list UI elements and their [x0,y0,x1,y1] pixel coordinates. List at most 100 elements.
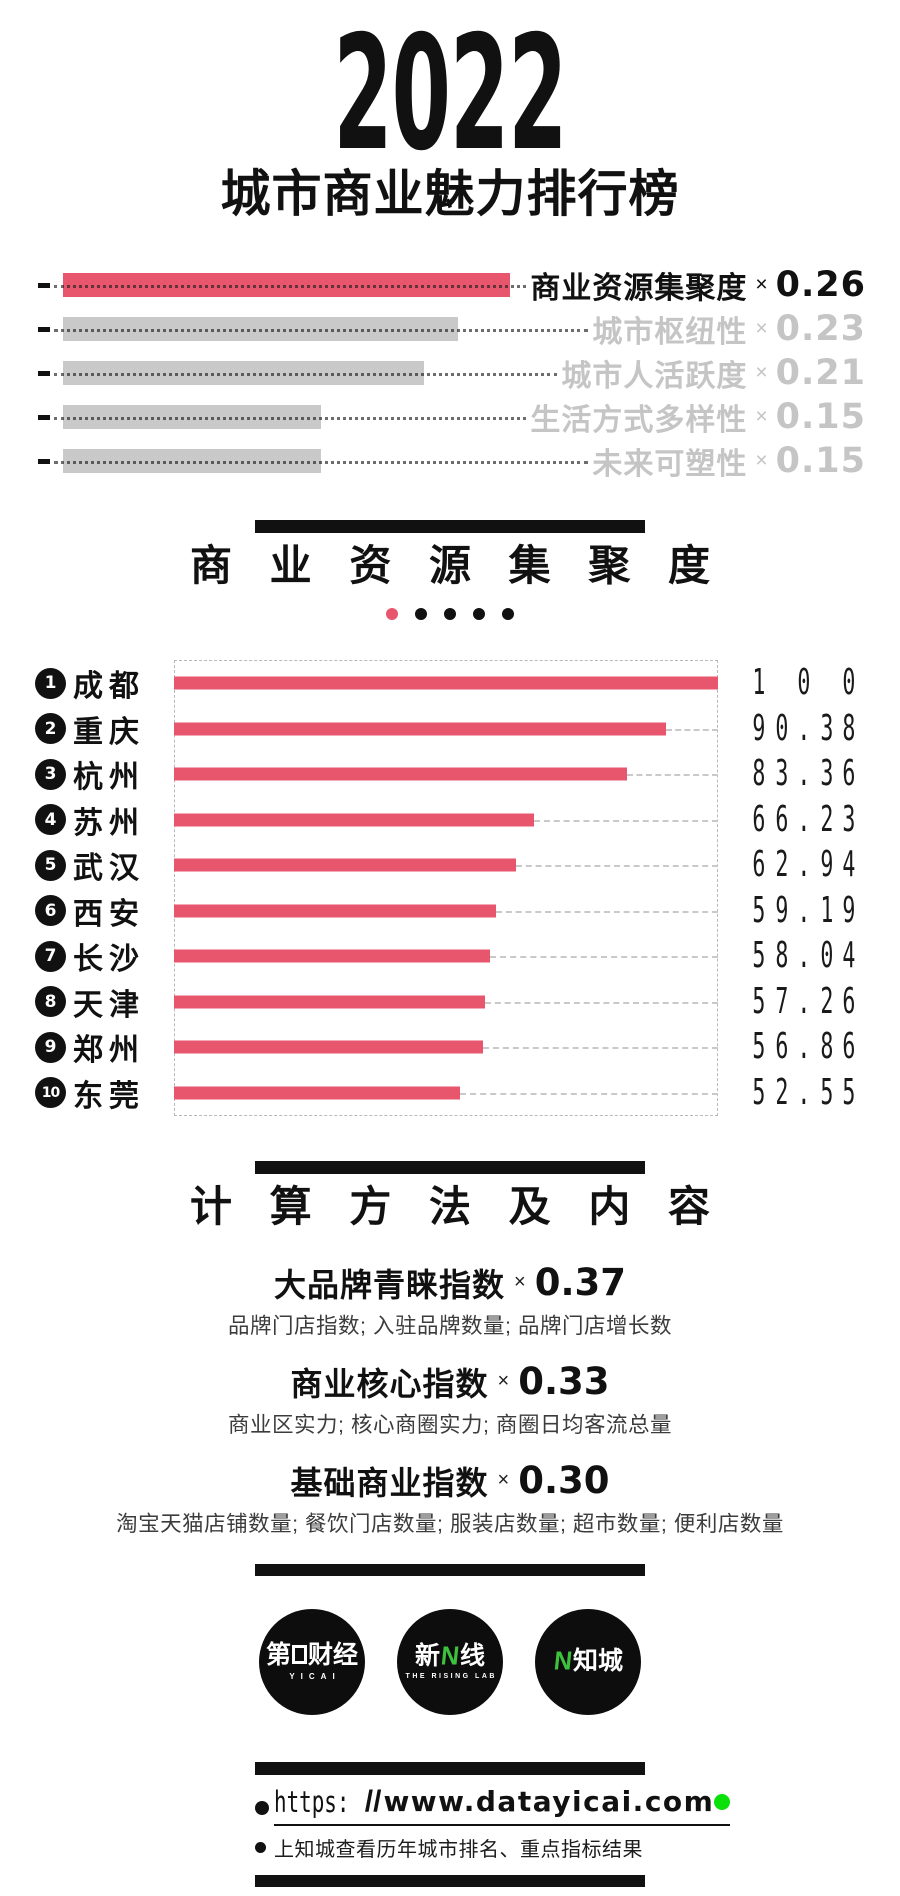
weight-value: 0.23 [775,309,866,349]
url-scheme: https: [274,1784,350,1819]
leader-dashes [534,819,718,822]
score-digit: 5 [842,1071,856,1113]
rank-badge: 10 [35,1077,66,1109]
footer-note-text: 上知城查看历年城市排名、重点指标结果 [274,1838,643,1861]
rank-badge: 6 [35,895,66,927]
rank-row: 4 苏州 6 6. 2 3 [0,797,900,843]
multiply-sign: × [497,1469,510,1492]
leader-dashes [665,728,718,731]
score-digit: . [797,935,811,977]
weight-name: 生活方式多样性 [530,404,748,437]
yicai-mark-icon [292,1644,307,1664]
city-name: 武汉 [73,852,145,886]
score-digit: 2 [820,798,834,840]
score-track [174,842,718,888]
pagination-dot[interactable] [444,608,456,621]
method-list: 大品牌青睐指数 × 0.37 品牌门店指数; 入驻品牌数量; 品牌门店增长数 商业核心指… [0,1261,900,1538]
zhicheng-text: 知城 [573,1647,624,1676]
multiply-sign: × [755,405,768,428]
weight-value: 0.21 [775,353,866,393]
method-name: 大品牌青睐指数 [274,1266,506,1303]
score-digit: . [797,798,811,840]
title-year-text: 2022 [333,2,567,186]
score-track [174,797,718,843]
score-digit: 9 [842,889,856,931]
score-digit: 3 [820,753,834,795]
rank-badge: 1 [35,667,66,699]
city-ranking-chart: 1 成都 1 0 0 2 重庆 9 0. 3 8 3 杭州 8 3. 3 6 4 苏州 6 6. 2 3 5 武汉 6 2. 9 4 6 西… [0,660,900,1117]
weight-label: 城市人活跃度 × 0.21 [561,351,866,395]
score-digit: 5 [752,1071,766,1113]
score-digit: 9 [774,889,788,931]
score-digit: . [797,1026,811,1068]
leader-dashes [489,956,718,959]
score-digit: 8 [842,707,856,749]
score-digit: 6 [752,798,766,840]
weight-row: 商业资源集聚度 × 0.26 [0,263,900,307]
rank-row: 6 西安 5 9. 1 9 [0,888,900,934]
footer-note-row: 上知城查看历年城市排名、重点指标结果 [255,1833,645,1862]
multiply-sign: × [497,1370,510,1393]
yicai-text-suffix: 财经 [308,1640,359,1669]
tick-dash-icon [38,282,50,288]
title-year: 2022 [0,2,900,186]
score-track [174,979,718,1025]
score-track [174,751,718,797]
score-bar [174,1086,460,1100]
multiply-sign: × [755,317,768,340]
website-row: https: // www.datayicai.com [255,1785,731,1826]
url-domain: www.datayicai.com [383,1785,715,1819]
leader-dashes [495,910,718,913]
score-bar [174,767,628,781]
method-item: 大品牌青睐指数 × 0.37 品牌门店指数; 入驻品牌数量; 品牌门店增长数 [0,1261,900,1340]
score-digit: 3 [820,707,834,749]
method-weight: 0.37 [534,1261,626,1305]
weight-label: 生活方式多样性 × 0.15 [530,395,866,439]
leader-dots [54,373,558,376]
website-link[interactable]: https: // www.datayicai.com [274,1784,731,1826]
weight-track [54,395,530,439]
method-detail: 淘宝天猫店铺数量; 餐饮门店数量; 服装店数量; 超市数量; 便利店数量 [116,1511,784,1536]
weight-label: 商业资源集聚度 × 0.26 [530,263,866,307]
multiply-sign: × [755,449,768,472]
multiply-sign: × [514,1271,526,1294]
weight-name: 城市枢纽性 [592,316,748,349]
score-digit: 8 [752,753,766,795]
rank-row: 5 武汉 6 2. 9 4 [0,842,900,888]
method-detail: 品牌门店指数; 入驻品牌数量; 品牌门店增长数 [228,1313,672,1338]
yicai-logo-latin: YICAI [289,1671,341,1681]
score-digit: 8 [820,1026,834,1068]
rank-badge: 9 [35,1031,66,1063]
weight-row: 城市枢纽性 × 0.23 [0,307,900,351]
pagination-dot[interactable] [415,608,427,621]
title-subtitle: 城市商业魅力排行榜 [220,166,680,222]
score-track [174,706,718,752]
pagination-dot[interactable] [502,608,514,621]
section-divider-bar [255,1161,645,1175]
weight-value: 0.26 [775,265,866,305]
score-digit: 5 [752,889,766,931]
weight-track [54,307,592,351]
method-head: 大品牌青睐指数 × 0.37 [0,1261,900,1305]
score-track [174,933,718,979]
multiply-sign: × [755,361,768,384]
city-name: 成都 [73,670,145,704]
weight-name: 城市人活跃度 [561,360,748,393]
rank-badge: 4 [35,804,66,836]
pagination-dot[interactable] [386,608,398,621]
zhicheng-logo-text: N 知城 [552,1646,624,1676]
tick-dash-icon [38,414,50,420]
weight-label: 未来可塑性 × 0.15 [592,439,866,483]
weight-name: 未来可塑性 [592,448,748,481]
score-digit: . [797,1071,811,1113]
weight-track [54,263,530,307]
score-digit: 6 [774,798,788,840]
pagination-dot[interactable] [473,608,485,621]
